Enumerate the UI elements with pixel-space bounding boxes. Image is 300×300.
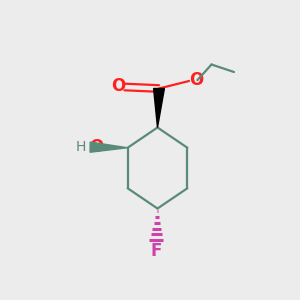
Text: O: O <box>89 138 104 156</box>
Polygon shape <box>154 88 164 128</box>
Text: H: H <box>76 140 86 154</box>
Text: O: O <box>189 71 203 89</box>
Polygon shape <box>90 142 128 152</box>
Text: O: O <box>111 77 125 95</box>
Text: F: F <box>150 242 162 260</box>
